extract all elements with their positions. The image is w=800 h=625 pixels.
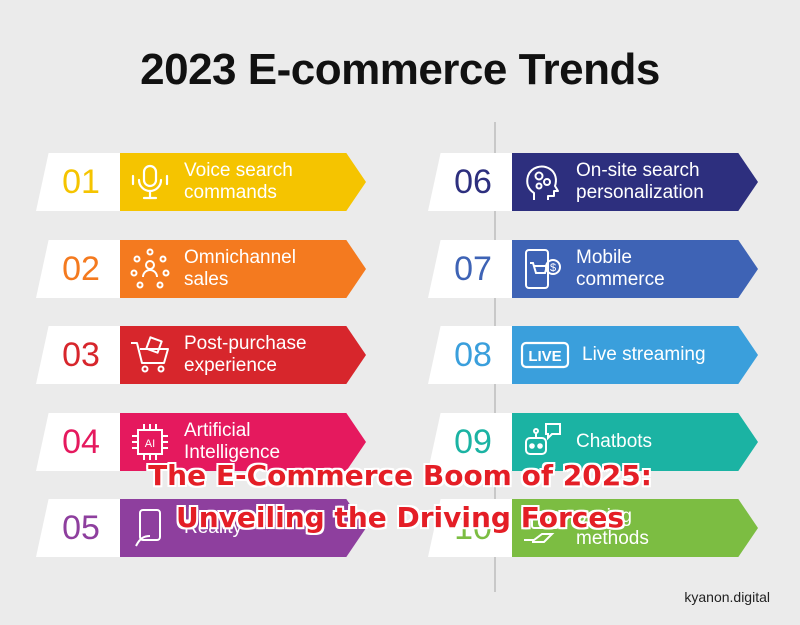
trend-label-line2: Reality — [184, 517, 243, 538]
microphone-icon — [128, 160, 172, 204]
trend-number: 03 — [36, 326, 126, 384]
trend-04: 04 AI Artificial Intelligence — [36, 413, 366, 471]
trend-label-line1: Chatbots — [576, 431, 653, 452]
trend-number: 06 — [428, 153, 518, 211]
trend-02: 02 Omnichannel sales — [36, 240, 366, 298]
trend-label-line1: Omnichannel — [184, 247, 296, 268]
page-title: 2023 E-commerce Trends — [140, 45, 660, 94]
trend-number: 10 — [428, 499, 518, 557]
trend-label-line1: Live streaming — [582, 344, 706, 365]
trend-number: 02 — [36, 240, 126, 298]
trend-label-line2: methods — [576, 528, 649, 549]
trend-number: 09 — [428, 413, 518, 471]
trend-label-line2: Intelligence — [184, 442, 281, 463]
trend-number: 07 — [428, 240, 518, 298]
trend-label-line2: experience — [184, 355, 277, 376]
trend-05: 05 Reality — [36, 499, 366, 557]
trend-09: 09 Chatbots — [428, 413, 758, 471]
trend-label: Chatbots — [576, 431, 736, 453]
trend-label: Voice search commands — [184, 160, 344, 204]
trend-label: Mobile commerce — [576, 247, 736, 291]
overlay-line2: Unveiling the Driving Forces — [176, 501, 624, 534]
trend-bar: paying methods — [512, 499, 758, 557]
head-gears-icon — [520, 160, 564, 204]
trend-01: 01 Voice search commands — [36, 153, 366, 211]
trend-bar: Omnichannel sales — [120, 240, 366, 298]
trend-bar: Reality — [120, 499, 366, 557]
trend-bar: Post-purchase experience — [120, 326, 366, 384]
trend-07: 07 $ Mobile commerce — [428, 240, 758, 298]
trend-number: 04 — [36, 413, 126, 471]
overlay-line1: The E-Commerce Boom of 2025: — [148, 459, 652, 492]
trend-bar: Chatbots — [512, 413, 758, 471]
trend-label: Omnichannel sales — [184, 247, 344, 291]
trend-label-line2: personalization — [576, 182, 704, 203]
trend-08: 08 LIVE Live streaming — [428, 326, 758, 384]
trend-label: On-site search personalization — [576, 160, 736, 204]
trend-label-line2: commerce — [576, 269, 665, 290]
live-badge-icon: LIVE — [520, 333, 570, 377]
mobile-cart-icon: $ — [520, 247, 564, 291]
trend-bar: Voice search commands — [120, 153, 366, 211]
ai-chip-icon: AI — [128, 420, 172, 464]
trend-label: Post-purchase experience — [184, 333, 344, 377]
trend-label: Artificial Intelligence — [184, 420, 344, 464]
trend-label-line2: sales — [184, 269, 229, 290]
payment-hand-icon — [520, 506, 564, 550]
trend-label: Live streaming — [582, 344, 742, 366]
ai-chip-text: AI — [145, 438, 155, 450]
trend-03: 03 Post-purchase experience — [36, 326, 366, 384]
trend-label-line1: Artificial — [184, 420, 251, 441]
trend-bar: LIVE Live streaming — [512, 326, 758, 384]
trend-label-line1: Post-purchase — [184, 333, 307, 354]
overlay-headline: The E-Commerce Boom of 2025: Unveiling t… — [0, 455, 800, 539]
trend-10: 10 paying methods — [428, 499, 758, 557]
shopping-cart-icon — [128, 333, 172, 377]
trend-label-line1: paying — [576, 506, 632, 527]
trend-bar: $ Mobile commerce — [512, 240, 758, 298]
chatbot-icon — [520, 420, 564, 464]
brand-watermark: kyanon.digital — [684, 589, 770, 605]
trend-label: Reality — [184, 517, 344, 539]
trend-bar: AI Artificial Intelligence — [120, 413, 366, 471]
ar-phone-icon — [128, 506, 172, 550]
trend-number: 01 — [36, 153, 126, 211]
trend-label: paying methods — [576, 506, 736, 550]
trend-number: 08 — [428, 326, 518, 384]
trend-06: 06 On-site search personalization — [428, 153, 758, 211]
network-people-icon — [128, 247, 172, 291]
trend-label-line2: commands — [184, 182, 277, 203]
dollar-text: $ — [550, 262, 556, 274]
live-text: LIVE — [528, 348, 561, 365]
trend-label-line1: Mobile — [576, 247, 632, 268]
trend-number: 05 — [36, 499, 126, 557]
trend-label-line1: On-site search — [576, 160, 700, 181]
trend-bar: On-site search personalization — [512, 153, 758, 211]
trend-label-line1: Voice search — [184, 160, 293, 181]
